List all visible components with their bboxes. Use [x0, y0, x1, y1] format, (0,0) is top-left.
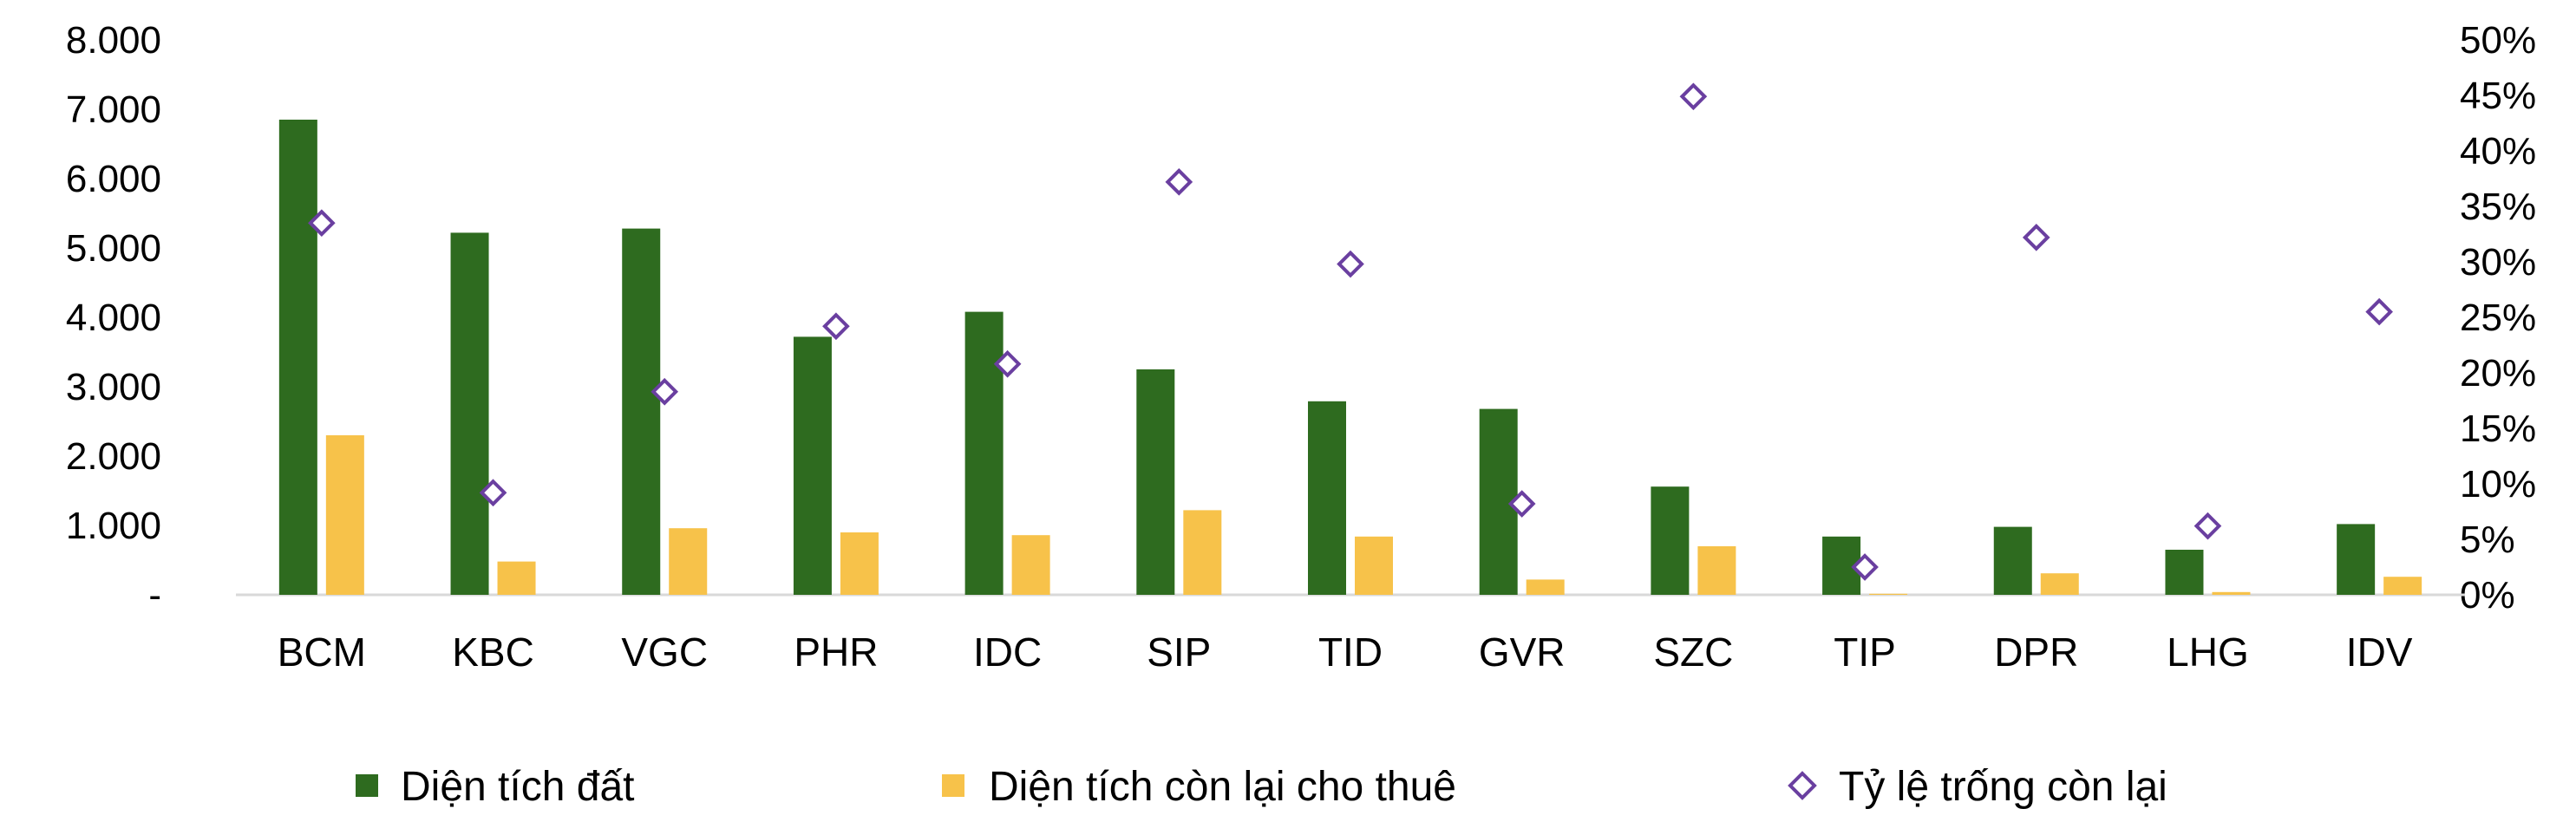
- legend: Diện tích đất Diện tích còn lại cho thuê…: [356, 764, 2167, 810]
- category-label-phr: PHR: [794, 630, 878, 675]
- legend-marker-vacancy-rate: [1788, 771, 1817, 800]
- bar-remaining-lease-area-vgc: [669, 528, 708, 595]
- right-axis-tick-label: 50%: [2460, 19, 2536, 62]
- bar-remaining-lease-area-idc: [1011, 535, 1050, 595]
- marker-vacancy-rate-phr: [822, 312, 850, 341]
- right-axis-tick-label: 15%: [2460, 408, 2536, 450]
- left-axis: - 1.000 2.000 3.000 4.000 5.000 6.000 7.000 8.00…: [66, 19, 161, 616]
- category-label-tip: TIP: [1834, 630, 1896, 675]
- legend-label-vacancy-rate: Tỷ lệ trống còn lại: [1839, 764, 2167, 810]
- left-axis-tick-label: 4.000: [66, 297, 161, 339]
- legend-item-remaining-lease-area: Diện tích còn lại cho thuê: [942, 764, 1456, 810]
- category-label-gvr: GVR: [1479, 630, 1566, 675]
- bar-land-area-idv: [2337, 524, 2376, 595]
- category-label-kbc: KBC: [452, 630, 534, 675]
- category-label-vgc: VGC: [621, 630, 708, 675]
- bar-land-area-kbc: [450, 232, 489, 595]
- right-axis-tick-label: 40%: [2460, 130, 2536, 173]
- marker-vacancy-rate-szc: [1679, 82, 1708, 111]
- right-axis: 0% 5% 10% 15% 20% 25% 30% 35% 40% 45% 50%: [2460, 19, 2536, 616]
- category-labels: BCM KBC VGC PHR IDC SIP TID GVR SZC TIP DPR LHG IDV: [278, 630, 2413, 675]
- category-label-idv: IDV: [2346, 630, 2413, 675]
- bar-remaining-lease-area-sip: [1183, 510, 1222, 595]
- legend-label-land-area: Diện tích đất: [401, 764, 634, 810]
- left-axis-tick-label: 3.000: [66, 366, 161, 408]
- bar-remaining-lease-area-bcm: [325, 435, 364, 595]
- left-axis-tick-label: 1.000: [66, 505, 161, 547]
- right-axis-tick-label: 45%: [2460, 75, 2536, 117]
- bar-remaining-lease-area-phr: [840, 532, 879, 595]
- left-axis-tick-label: 6.000: [66, 158, 161, 200]
- marker-vacancy-rate-lhg: [2194, 512, 2222, 540]
- left-axis-tick-label: 5.000: [66, 227, 161, 270]
- bar-land-area-idc: [964, 311, 1004, 595]
- marker-vacancy-rate-idv: [2365, 297, 2393, 326]
- right-axis-tick-label: 35%: [2460, 186, 2536, 228]
- marker-vacancy-rate-tip: [1851, 553, 1879, 581]
- bar-remaining-lease-area-lhg: [2212, 591, 2251, 595]
- bar-land-area-lhg: [2165, 550, 2204, 595]
- marker-vacancy-rate-dpr: [2022, 224, 2050, 251]
- category-label-szc: SZC: [1653, 630, 1733, 675]
- bar-land-area-szc: [1651, 486, 1690, 595]
- bar-land-area-phr: [793, 336, 832, 595]
- bar-land-area-vgc: [622, 228, 661, 595]
- right-axis-tick-label: 0%: [2460, 574, 2515, 616]
- category-label-tid: TID: [1318, 630, 1383, 675]
- right-axis-tick-label: 25%: [2460, 297, 2536, 339]
- right-axis-tick-label: 20%: [2460, 352, 2536, 395]
- bar-remaining-lease-area-tip: [1869, 593, 1908, 595]
- left-axis-tick-label: 2.000: [66, 435, 161, 478]
- bar-land-area-sip: [1136, 369, 1175, 595]
- marker-vacancy-rate-idc: [993, 349, 1022, 378]
- bar-remaining-lease-area-szc: [1697, 546, 1736, 595]
- marker-vacancy-rate-kbc: [479, 479, 507, 507]
- bar-land-area-bcm: [278, 120, 317, 595]
- marker-vacancy-rate-gvr: [1507, 490, 1536, 518]
- marker-vacancy-rate-sip: [1165, 168, 1193, 196]
- category-label-dpr: DPR: [1994, 630, 2078, 675]
- category-label-lhg: LHG: [2167, 630, 2249, 675]
- left-axis-tick-label: -: [148, 574, 161, 616]
- left-axis-tick-label: 8.000: [66, 19, 161, 62]
- marker-vacancy-rate-tid: [1337, 250, 1364, 278]
- bar-remaining-lease-area-dpr: [2040, 573, 2079, 595]
- right-axis-tick-label: 30%: [2460, 241, 2536, 284]
- legend-swatch-land-area: [356, 774, 378, 797]
- marker-vacancy-rate-vgc: [651, 377, 679, 406]
- legend-label-remaining-lease-area: Diện tích còn lại cho thuê: [989, 764, 1456, 810]
- legend-swatch-remaining-lease-area: [942, 774, 964, 797]
- marker-vacancy-rate-bcm: [308, 209, 336, 238]
- legend-item-vacancy-rate: Tỷ lệ trống còn lại: [1788, 764, 2167, 810]
- bar-remaining-lease-area-tid: [1355, 536, 1393, 595]
- right-axis-tick-label: 5%: [2460, 519, 2515, 561]
- bar-remaining-lease-area-gvr: [1526, 579, 1565, 595]
- category-label-idc: IDC: [973, 630, 1042, 675]
- left-axis-tick-label: 7.000: [66, 88, 161, 131]
- legend-item-land-area: Diện tích đất: [356, 764, 634, 810]
- bar-land-area-dpr: [1993, 526, 2032, 595]
- category-label-sip: SIP: [1147, 630, 1211, 675]
- bar-remaining-lease-area-idv: [2383, 577, 2422, 595]
- markers: [308, 82, 2393, 581]
- category-label-bcm: BCM: [278, 630, 366, 675]
- bars: [278, 120, 2422, 595]
- right-axis-tick-label: 10%: [2460, 463, 2536, 506]
- bar-remaining-lease-area-kbc: [497, 561, 536, 595]
- bar-land-area-tid: [1308, 401, 1346, 595]
